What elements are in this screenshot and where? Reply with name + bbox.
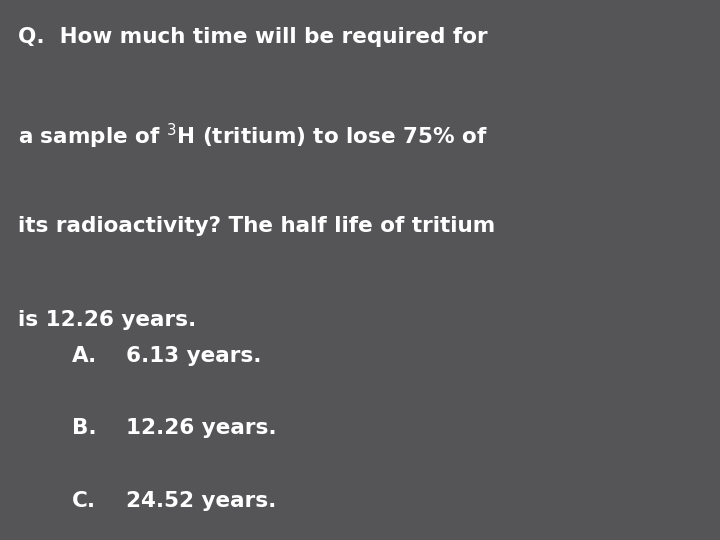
Text: Q.  How much time will be required for: Q. How much time will be required for — [18, 27, 487, 47]
Text: B.: B. — [72, 418, 96, 438]
Text: a sample of $^{3}$H (tritium) to lose 75% of: a sample of $^{3}$H (tritium) to lose 75… — [18, 122, 487, 151]
Text: C.: C. — [72, 491, 96, 511]
Text: its radioactivity? The half life of tritium: its radioactivity? The half life of trit… — [18, 216, 495, 236]
Text: A.: A. — [72, 346, 97, 366]
Text: 12.26 years.: 12.26 years. — [126, 418, 276, 438]
Text: 24.52 years.: 24.52 years. — [126, 491, 276, 511]
Text: is 12.26 years.: is 12.26 years. — [18, 310, 197, 330]
Text: 6.13 years.: 6.13 years. — [126, 346, 261, 366]
